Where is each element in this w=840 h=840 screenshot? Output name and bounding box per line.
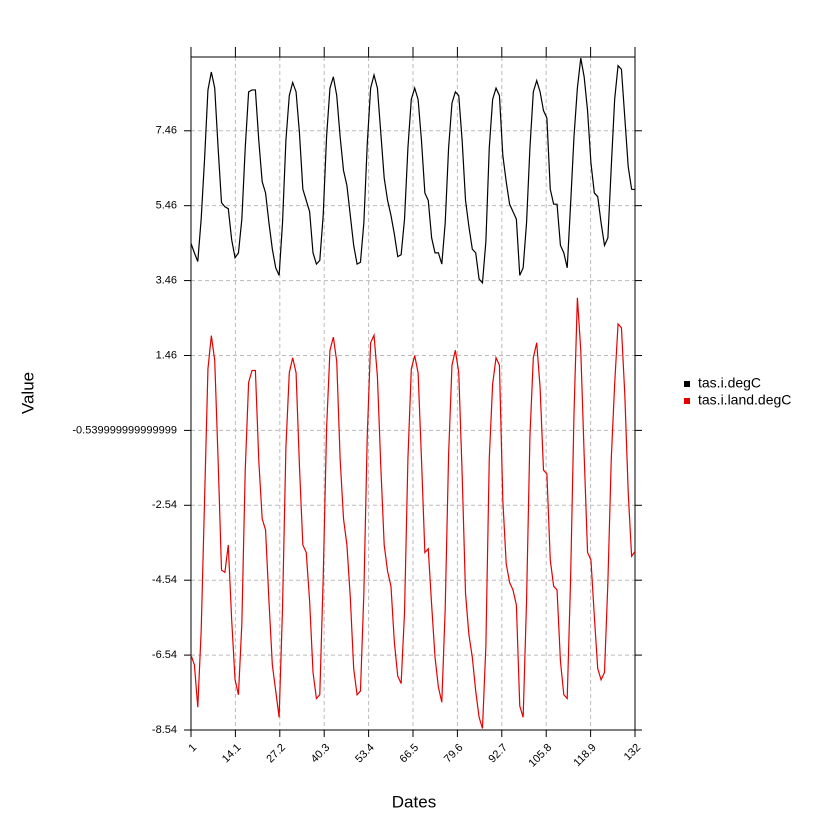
x-tick-label: 40.3 [309,742,333,766]
y-tick-label: 1.46 [156,349,177,361]
x-tick-label: 53.4 [353,742,377,766]
y-tick-label: 5.46 [156,200,177,212]
y-axis-label: Value [18,372,37,414]
y-tick-label: -8.54 [152,724,177,736]
legend-swatch [684,398,690,404]
legend-label: tas.i.degC [698,375,761,391]
x-axis-label: Dates [392,792,436,811]
series-line [190,58,636,285]
x-tick-label: 105.8 [526,742,554,770]
y-tick-label: -6.54 [152,649,177,661]
x-tick-label: 14.1 [220,742,244,766]
y-tick-label: 7.46 [156,125,177,137]
x-tick-label: 66.5 [398,742,422,766]
x-tick-label: 27.2 [264,742,288,766]
x-tick-label: 79.6 [442,742,466,766]
plot-frame [190,56,636,731]
y-tick-label: 3.46 [156,274,177,286]
x-tick-label: 132 [622,742,643,763]
x-tick-label: 1 [186,742,199,755]
series-line [190,297,636,729]
legend-label: tas.i.land.degC [698,392,791,408]
y-tick-label: -0.539999999999999 [72,424,177,436]
y-tick-label: -2.54 [152,499,177,511]
x-tick-label: 118.9 [571,742,598,769]
legend-swatch [684,381,690,387]
x-tick-label: 92.7 [486,742,510,766]
y-tick-label: -4.54 [152,574,177,586]
